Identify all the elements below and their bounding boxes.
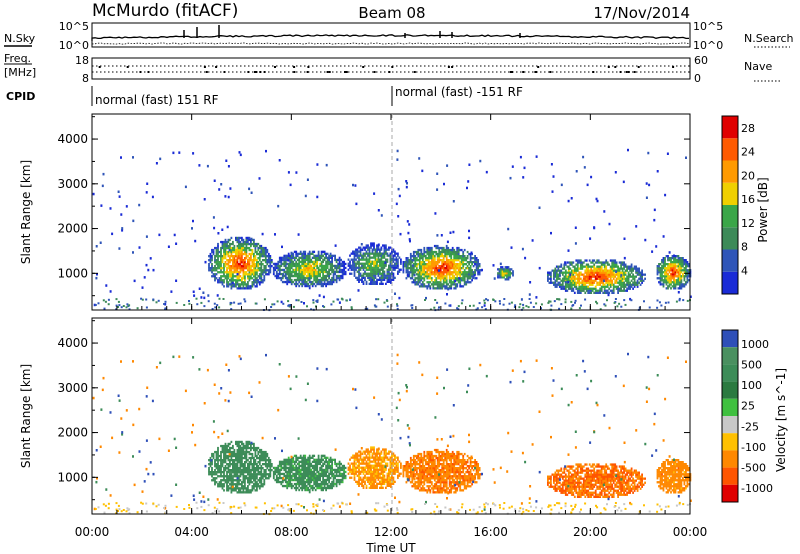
velocity-colorbar-tick: 100 xyxy=(741,379,762,392)
y-tick-label: 1000 xyxy=(57,266,88,280)
x-tick-label: 04:00 xyxy=(174,525,209,539)
velocity-colorbar-tick: 25 xyxy=(741,400,755,413)
power-colorbar-tick: 16 xyxy=(741,193,755,206)
velocity-echo-region-6 xyxy=(656,459,692,494)
y-tick-label: 4000 xyxy=(57,132,88,146)
freq-unit: [MHz] xyxy=(4,66,36,79)
freq-tick-high: 18 xyxy=(75,54,89,67)
nsky-panel: 10^5 10^0 10^5 10^0 N.Sky N.Search xyxy=(4,20,794,52)
y-tick-label: 4000 xyxy=(57,336,88,350)
power-echo-region-4 xyxy=(497,266,514,281)
nsearch-tick-low: 10^0 xyxy=(693,39,723,52)
x-tick-label: 12:00 xyxy=(374,525,409,539)
velocity-echo-region-5 xyxy=(547,463,646,498)
power-echo-region-3 xyxy=(402,244,482,290)
cpid-segment-2: normal (fast) -151 RF xyxy=(395,85,523,99)
velocity-echo-region-1 xyxy=(272,454,347,494)
power-colorbar-tick: 4 xyxy=(741,264,748,277)
velocity-colorbar-label: Velocity [m s^-1] xyxy=(774,368,788,472)
power-echo-region-1 xyxy=(272,250,347,290)
velocity-colorbar-tick: -1000 xyxy=(741,482,773,495)
velocity-echo-region-2 xyxy=(347,446,402,489)
power-echo-region-5 xyxy=(547,259,646,294)
velocity-colorbar-tick: -25 xyxy=(741,420,759,433)
beam-title: Beam 08 xyxy=(358,4,425,22)
time-axis: 00:00 04:00 08:00 12:00 16:00 20:00 00:00 xyxy=(75,114,708,539)
power-colorbar-tick: 12 xyxy=(741,217,755,230)
velocity-echo-region-0 xyxy=(208,440,273,494)
x-tick-label: 16:00 xyxy=(473,525,508,539)
nave-tick-low: 0 xyxy=(694,72,701,85)
nsearch-tick-high: 10^5 xyxy=(693,20,723,33)
velocity-ylabel: Slant Range [km] xyxy=(19,364,33,468)
velocity-echo-region-3 xyxy=(402,448,482,494)
velocity-colorbar-tick: 500 xyxy=(741,359,762,372)
nave-label: Nave xyxy=(744,60,772,73)
y-tick-label: 3000 xyxy=(57,177,88,191)
velocity-panel: 1000 2000 3000 4000 Slant Range [km] xyxy=(19,317,692,516)
power-colorbar-tick: 20 xyxy=(741,169,755,182)
y-tick-label: 2000 xyxy=(57,222,88,236)
cpid-label: CPID xyxy=(6,90,35,103)
time-axis-label: Time UT xyxy=(365,541,416,554)
station-title: McMurdo (fitACF) xyxy=(92,1,238,21)
cpid-panel: CPID normal (fast) 151 RF normal (fast) … xyxy=(6,85,523,107)
date-title: 17/Nov/2014 xyxy=(593,4,690,22)
x-tick-label: 00:00 xyxy=(673,525,708,539)
y-tick-label: 2000 xyxy=(57,426,88,440)
nsky-label: N.Sky xyxy=(4,32,36,45)
cpid-segment-1: normal (fast) 151 RF xyxy=(95,93,219,107)
power-colorbar-tick: 8 xyxy=(741,241,748,254)
freq-panel: 18 8 60 0 Freq. [MHz] Nave xyxy=(4,52,780,85)
nsky-tick-high: 10^5 xyxy=(59,20,89,33)
power-colorbar-tick: 24 xyxy=(741,146,755,159)
power-colorbar-label: Power [dB] xyxy=(756,177,770,242)
power-colorbar: 4 8 12 16 20 24 28 Power [dB] xyxy=(721,115,770,295)
power-colorbar-tick: 28 xyxy=(741,122,755,135)
y-tick-label: 1000 xyxy=(57,470,88,484)
nsky-tick-low: 10^0 xyxy=(59,39,89,52)
x-tick-label: 00:00 xyxy=(75,525,110,539)
power-ylabel: Slant Range [km] xyxy=(19,160,33,264)
velocity-colorbar-tick: -100 xyxy=(741,441,766,454)
x-tick-label: 20:00 xyxy=(573,525,608,539)
velocity-colorbar-tick: -500 xyxy=(741,461,766,474)
power-echo-region-6 xyxy=(656,255,692,290)
velocity-colorbar-tick: 1000 xyxy=(741,338,769,351)
velocity-colorbar: 1000 500 100 25 -25 -100 -500 -1000 Velocity [m… xyxy=(721,329,788,503)
x-tick-label: 08:00 xyxy=(274,525,309,539)
nsearch-label: N.Search xyxy=(744,32,794,45)
y-tick-label: 3000 xyxy=(57,381,88,395)
power-echo-region-0 xyxy=(208,236,273,290)
freq-tick-low: 8 xyxy=(82,72,89,85)
power-echo-region-2 xyxy=(347,242,402,285)
nave-tick-high: 60 xyxy=(694,54,708,67)
power-panel: 1000 2000 3000 4000 Slant Range [km] xyxy=(19,113,692,312)
freq-label: Freq. xyxy=(4,52,31,65)
